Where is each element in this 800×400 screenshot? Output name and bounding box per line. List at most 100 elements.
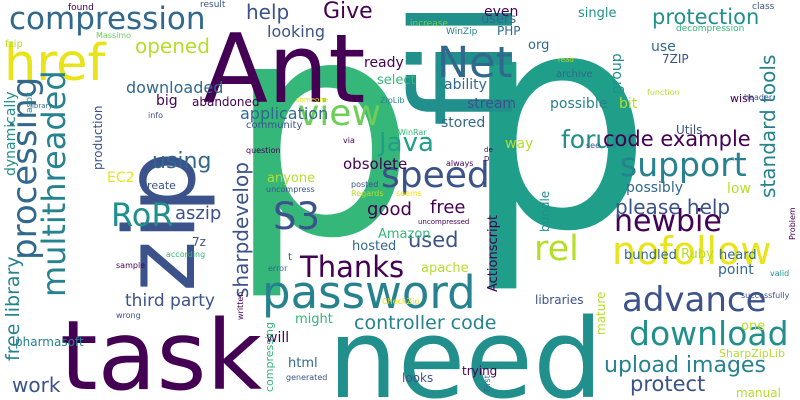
word-s3: S3: [273, 195, 321, 238]
word-archive: archive: [556, 69, 593, 80]
word-wish: wish: [730, 92, 755, 105]
word-uncompressed: uncompressed: [418, 218, 470, 226]
word-read: read: [558, 56, 574, 64]
word-java: Java: [379, 128, 434, 158]
word-via: via: [343, 136, 355, 145]
word-bundle: bundle: [538, 190, 552, 232]
word-protection: protection: [652, 5, 760, 29]
word-checkzip: CheckZip: [382, 297, 420, 306]
word-will: will: [266, 330, 290, 346]
word-even: even: [484, 4, 519, 20]
word-generated: generated: [286, 373, 328, 382]
word-nofollow: nofollow: [612, 229, 772, 273]
word-password: password: [262, 266, 476, 319]
word-found: found: [68, 3, 94, 13]
word-downloaded: downloaded: [126, 78, 224, 97]
word-help: help: [246, 0, 290, 24]
word-possibly: possibly: [626, 180, 683, 196]
word-ability: ability: [444, 77, 487, 93]
word-one: one: [741, 319, 766, 334]
word-give: Give: [323, 0, 373, 24]
word-code-example: code example: [603, 127, 751, 151]
word-obsolete: obsolete: [343, 155, 408, 173]
word-7z: 7z: [192, 235, 206, 249]
word-actionscript: Actionscript: [486, 215, 501, 292]
word-utils: Utils: [676, 123, 703, 137]
word-ant: Ant: [203, 15, 366, 125]
word-good: good: [367, 199, 412, 220]
word-speed: speed: [381, 155, 490, 196]
word-support: support: [620, 145, 747, 184]
word-posted: posted: [351, 180, 379, 189]
word-group: group: [609, 53, 625, 94]
word-free: free: [430, 197, 466, 218]
word-hosted: hosted: [352, 239, 397, 254]
word-sharpziplib: SharpZipLib: [719, 347, 785, 360]
word-use: use: [651, 39, 676, 55]
word-increase: increase: [410, 19, 448, 29]
word-community: community: [246, 120, 303, 131]
word-create: create: [141, 179, 176, 192]
word-possible: possible: [550, 96, 608, 112]
word-ror: RoR: [111, 196, 174, 234]
word-function: function: [647, 88, 680, 97]
word-used: used: [408, 228, 459, 252]
word-ready: ready: [364, 55, 404, 71]
word-valid: valid: [770, 269, 790, 278]
word-aszip: aszip: [175, 203, 222, 224]
word-winzip: WinZip: [446, 27, 478, 37]
word-download: download: [629, 314, 789, 353]
word-fzip: fzip: [5, 39, 23, 50]
word-view: view: [298, 93, 381, 134]
word-advance: advance: [622, 280, 767, 320]
word-bundled: bundled: [624, 248, 677, 263]
word-looks: looks: [402, 371, 434, 385]
word-first: First: [483, 375, 492, 392]
word-p-1: p: [226, 0, 417, 304]
word-someone: someone: [296, 96, 329, 104]
word-trying: trying: [462, 364, 498, 378]
word-amazon: Amazon: [378, 227, 431, 242]
word-libraries: libraries: [535, 293, 584, 307]
word-newbie: newbie: [614, 204, 722, 239]
word-single: single: [578, 6, 617, 21]
word-massimo: Massimo: [96, 31, 132, 40]
word-problem: Problem: [788, 207, 797, 240]
word-successfully: successfully: [741, 291, 790, 300]
word-anyone: anyone: [267, 171, 316, 186]
word-class: class: [752, 2, 775, 12]
word-compression: compression: [9, 1, 206, 37]
word-library: library: [30, 102, 53, 110]
word-need: need: [328, 295, 603, 400]
word-seems: seems: [396, 189, 422, 198]
word-written: written: [236, 291, 245, 320]
word-production: production: [91, 105, 105, 170]
word-7zip: 7ZIP: [662, 52, 689, 66]
word-big: big: [156, 93, 178, 109]
word-looking: looking: [267, 22, 326, 41]
word-using: using: [152, 149, 212, 174]
word-thanks: Thanks: [300, 250, 405, 284]
word-apache: apache: [421, 261, 469, 276]
word-org: org: [528, 38, 550, 53]
word-html: html: [288, 356, 318, 371]
word-question: question: [246, 146, 281, 155]
word-compressing: compressing: [263, 322, 276, 392]
word-mature: mature: [594, 291, 608, 335]
word-forum: forum: [561, 125, 636, 154]
word-application: application: [240, 104, 329, 123]
word-stored: stored: [441, 115, 486, 131]
word-regards: Regards: [351, 189, 384, 198]
word-sharpdevelop: sharpdevelop: [229, 162, 253, 298]
word-stream: stream: [467, 96, 517, 112]
word-href: href: [4, 34, 106, 93]
word-ec2: EC2: [107, 170, 135, 186]
word-select: select: [377, 73, 416, 88]
word-please-help: please help: [615, 195, 731, 219]
word-de: de: [484, 146, 493, 154]
word-see: see: [586, 141, 601, 150]
word-sample: sample: [116, 261, 146, 270]
word-header: header: [744, 93, 773, 102]
word-decompression: decompression: [676, 24, 745, 34]
